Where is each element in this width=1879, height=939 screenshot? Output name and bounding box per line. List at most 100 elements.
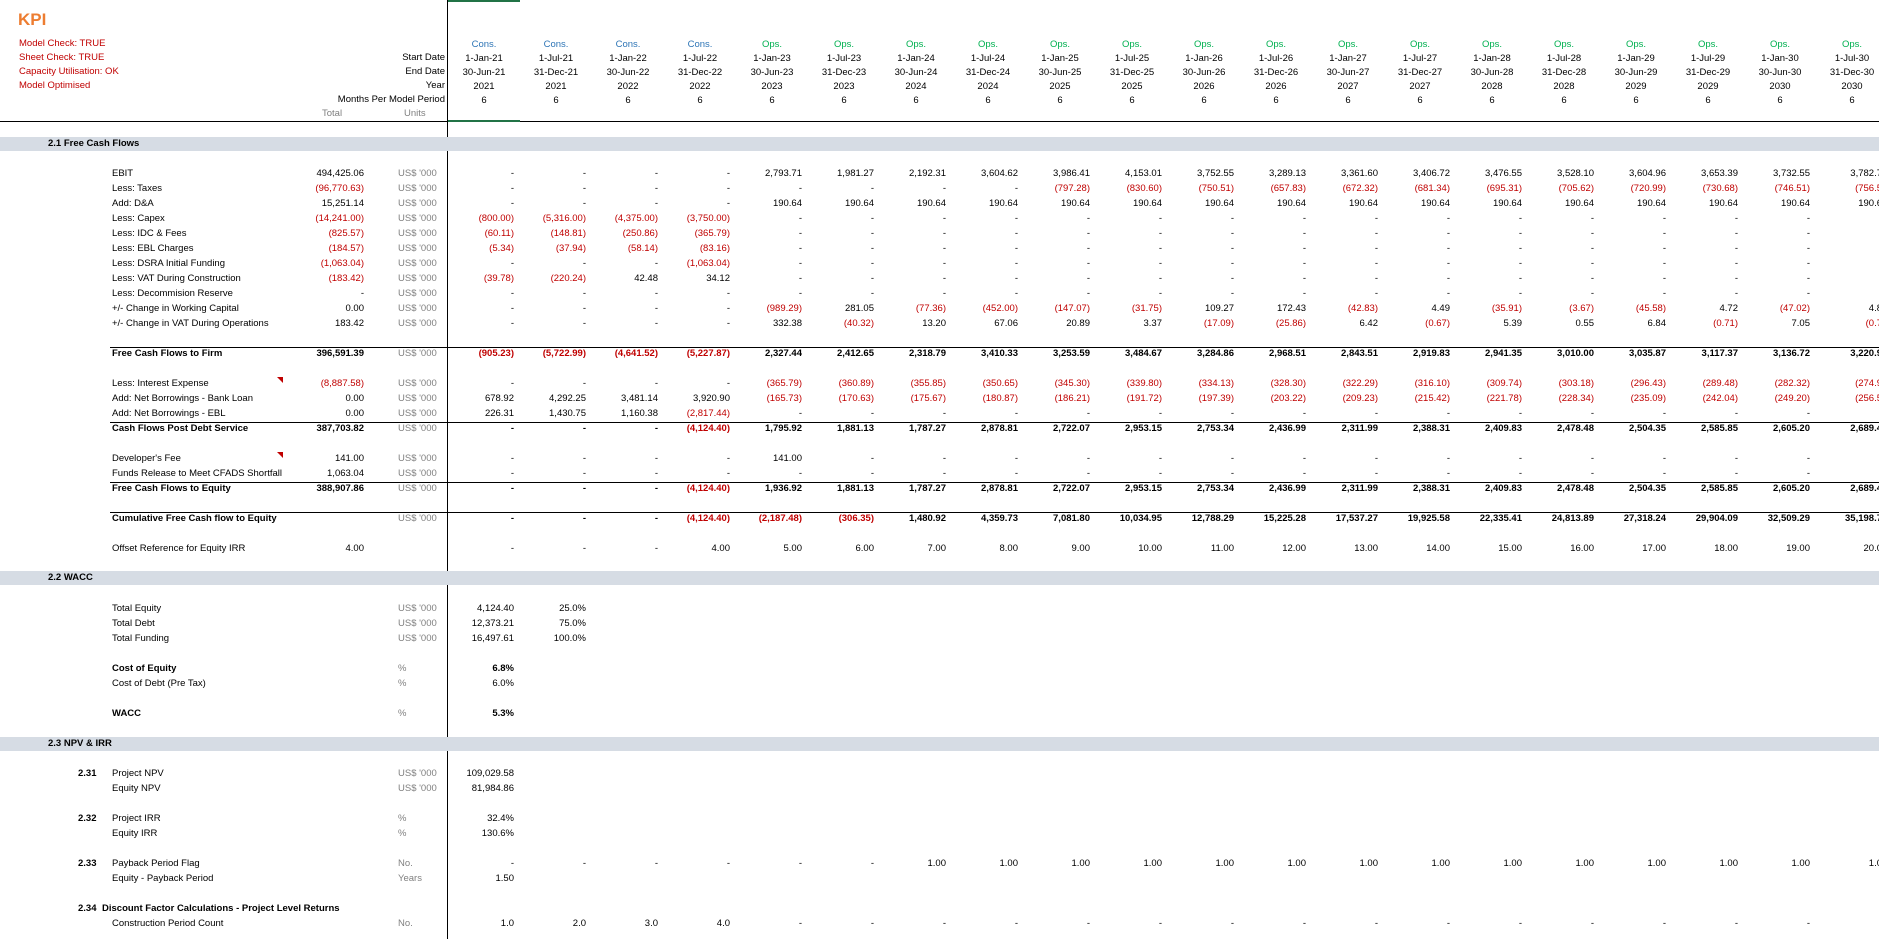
data-cell[interactable]: - — [1230, 453, 1234, 464]
data-cell[interactable]: - — [798, 228, 802, 239]
data-cell[interactable]: - — [1014, 468, 1018, 479]
data-cell[interactable]: 42.48 — [634, 273, 658, 284]
data-cell[interactable]: - — [1662, 453, 1666, 464]
data-cell[interactable]: (147.07) — [1054, 303, 1090, 314]
row-label[interactable]: Free Cash Flows to Equity — [112, 483, 231, 494]
row-total[interactable]: (14,241.00) — [315, 213, 364, 224]
row-label[interactable]: Cumulative Free Cash flow to Equity — [112, 513, 277, 524]
data-cell[interactable]: 2,585.85 — [1701, 483, 1738, 494]
data-cell[interactable]: 1.0 — [1868, 858, 1879, 869]
data-cell[interactable]: (4,641.52) — [614, 348, 658, 359]
data-cell[interactable]: (800.00) — [478, 213, 514, 224]
row-label[interactable]: Free Cash Flows to Firm — [112, 348, 223, 359]
data-cell[interactable]: - — [1086, 258, 1090, 269]
data-cell[interactable]: 190.64 — [988, 198, 1018, 209]
data-cell[interactable]: 3,010.00 — [1557, 348, 1594, 359]
row-total[interactable]: 0.00 — [345, 303, 365, 314]
data-cell[interactable]: - — [1662, 243, 1666, 254]
column-header-year[interactable]: 2029 — [1625, 81, 1647, 92]
data-cell[interactable]: (316.10) — [1414, 378, 1450, 389]
data-cell[interactable]: - — [726, 468, 730, 479]
column-header-phase[interactable]: Cons. — [471, 39, 497, 50]
column-header-start[interactable]: 1-Jul-28 — [1546, 53, 1582, 64]
data-cell[interactable]: - — [582, 183, 586, 194]
data-cell[interactable]: (282.32) — [1774, 378, 1810, 389]
data-cell[interactable]: (345.30) — [1054, 378, 1090, 389]
data-cell[interactable]: 12.00 — [1282, 543, 1306, 554]
data-cell[interactable]: 3,220.9 — [1850, 348, 1879, 359]
row-total[interactable]: 494,425.06 — [316, 168, 364, 179]
data-cell[interactable]: (1,063.04) — [686, 258, 730, 269]
data-cell[interactable]: (750.51) — [1198, 183, 1234, 194]
data-cell[interactable]: - — [1158, 243, 1162, 254]
data-cell[interactable]: - — [1734, 258, 1738, 269]
data-cell[interactable]: 11.00 — [1210, 543, 1234, 554]
data-cell[interactable]: 8.00 — [999, 543, 1019, 554]
data-cell[interactable]: 2,409.83 — [1485, 483, 1522, 494]
column-header-start[interactable]: 1-Jul-30 — [1834, 53, 1870, 64]
column-header-phase[interactable]: Ops. — [1265, 39, 1287, 50]
data-cell[interactable]: (221.78) — [1486, 393, 1522, 404]
data-cell[interactable]: - — [942, 288, 946, 299]
data-cell[interactable]: (989.29) — [766, 303, 802, 314]
row-total[interactable]: 1,063.04 — [327, 468, 364, 479]
data-cell[interactable]: (249.20) — [1774, 393, 1810, 404]
data-cell[interactable]: - — [942, 228, 946, 239]
data-cell[interactable]: 2,412.65 — [837, 348, 874, 359]
data-cell[interactable]: - — [1734, 288, 1738, 299]
column-header-phase[interactable]: Cons. — [615, 39, 641, 50]
row-total[interactable]: (8,887.58) — [320, 378, 364, 389]
data-cell[interactable]: 2,689.4 — [1850, 423, 1879, 434]
model-check-0[interactable]: Model Check: TRUE — [19, 38, 106, 49]
data-cell[interactable]: 1,480.92 — [909, 513, 946, 524]
data-cell[interactable]: 15.00 — [1498, 543, 1522, 554]
row-total[interactable]: (183.42) — [328, 273, 364, 284]
data-cell[interactable]: 2,878.81 — [981, 423, 1018, 434]
data-cell[interactable]: - — [1302, 918, 1306, 929]
data-cell[interactable]: 2,843.51 — [1341, 348, 1378, 359]
data-cell[interactable]: 190.6 — [1858, 198, 1879, 209]
row-label[interactable]: Less: EBL Charges — [112, 243, 194, 254]
data-cell[interactable]: - — [1662, 408, 1666, 419]
data-cell[interactable]: - — [798, 858, 802, 869]
data-cell[interactable]: (705.62) — [1558, 183, 1594, 194]
row-label[interactable]: Less: Capex — [112, 213, 165, 224]
data-cell[interactable]: 5.39 — [1503, 318, 1523, 329]
column-header-year[interactable]: 2028 — [1481, 81, 1503, 92]
row-label[interactable]: Less: IDC & Fees — [112, 228, 187, 239]
data-cell[interactable]: - — [726, 318, 730, 329]
data-cell[interactable]: - — [1822, 918, 1879, 929]
data-cell[interactable]: 14.00 — [1426, 543, 1450, 554]
column-header-end[interactable]: 31-Dec-23 — [821, 67, 867, 78]
data-cell[interactable]: 15,225.28 — [1263, 513, 1306, 524]
data-cell[interactable]: - — [1590, 228, 1594, 239]
data-cell[interactable]: - — [1230, 288, 1234, 299]
data-cell[interactable]: 4.72 — [1719, 303, 1739, 314]
column-header-year[interactable]: 2023 — [761, 81, 783, 92]
data-cell[interactable]: - — [1158, 273, 1162, 284]
data-cell[interactable]: 190.64 — [844, 198, 874, 209]
data-cell[interactable]: 20.0 — [1863, 543, 1879, 554]
data-cell[interactable]: 190.64 — [1204, 198, 1234, 209]
data-cell[interactable]: - — [798, 468, 802, 479]
column-header-start[interactable]: 1-Jul-26 — [1258, 53, 1294, 64]
data-cell[interactable]: 1.00 — [1503, 858, 1523, 869]
data-cell[interactable]: (339.80) — [1126, 378, 1162, 389]
column-header-start[interactable]: 1-Jan-24 — [897, 53, 935, 64]
data-cell[interactable]: (235.09) — [1630, 393, 1666, 404]
data-cell[interactable]: 100.0% — [553, 633, 586, 644]
data-cell[interactable]: - — [1446, 273, 1450, 284]
data-cell[interactable]: 4.8 — [1868, 303, 1879, 314]
row-label[interactable]: Less: Taxes — [112, 183, 162, 194]
data-cell[interactable]: 3,406.72 — [1413, 168, 1450, 179]
column-header-year[interactable]: 2028 — [1553, 81, 1575, 92]
data-cell[interactable]: 3,653.39 — [1701, 168, 1738, 179]
data-cell[interactable]: - — [510, 378, 514, 389]
column-header-phase[interactable]: Ops. — [1193, 39, 1215, 50]
data-cell[interactable]: - — [654, 198, 658, 209]
row-total[interactable]: 15,251.14 — [321, 198, 364, 209]
data-cell[interactable]: 1.00 — [1791, 858, 1811, 869]
data-cell[interactable]: - — [870, 288, 874, 299]
data-cell[interactable]: - — [1806, 918, 1810, 929]
column-header-start[interactable]: 1-Jul-23 — [826, 53, 862, 64]
